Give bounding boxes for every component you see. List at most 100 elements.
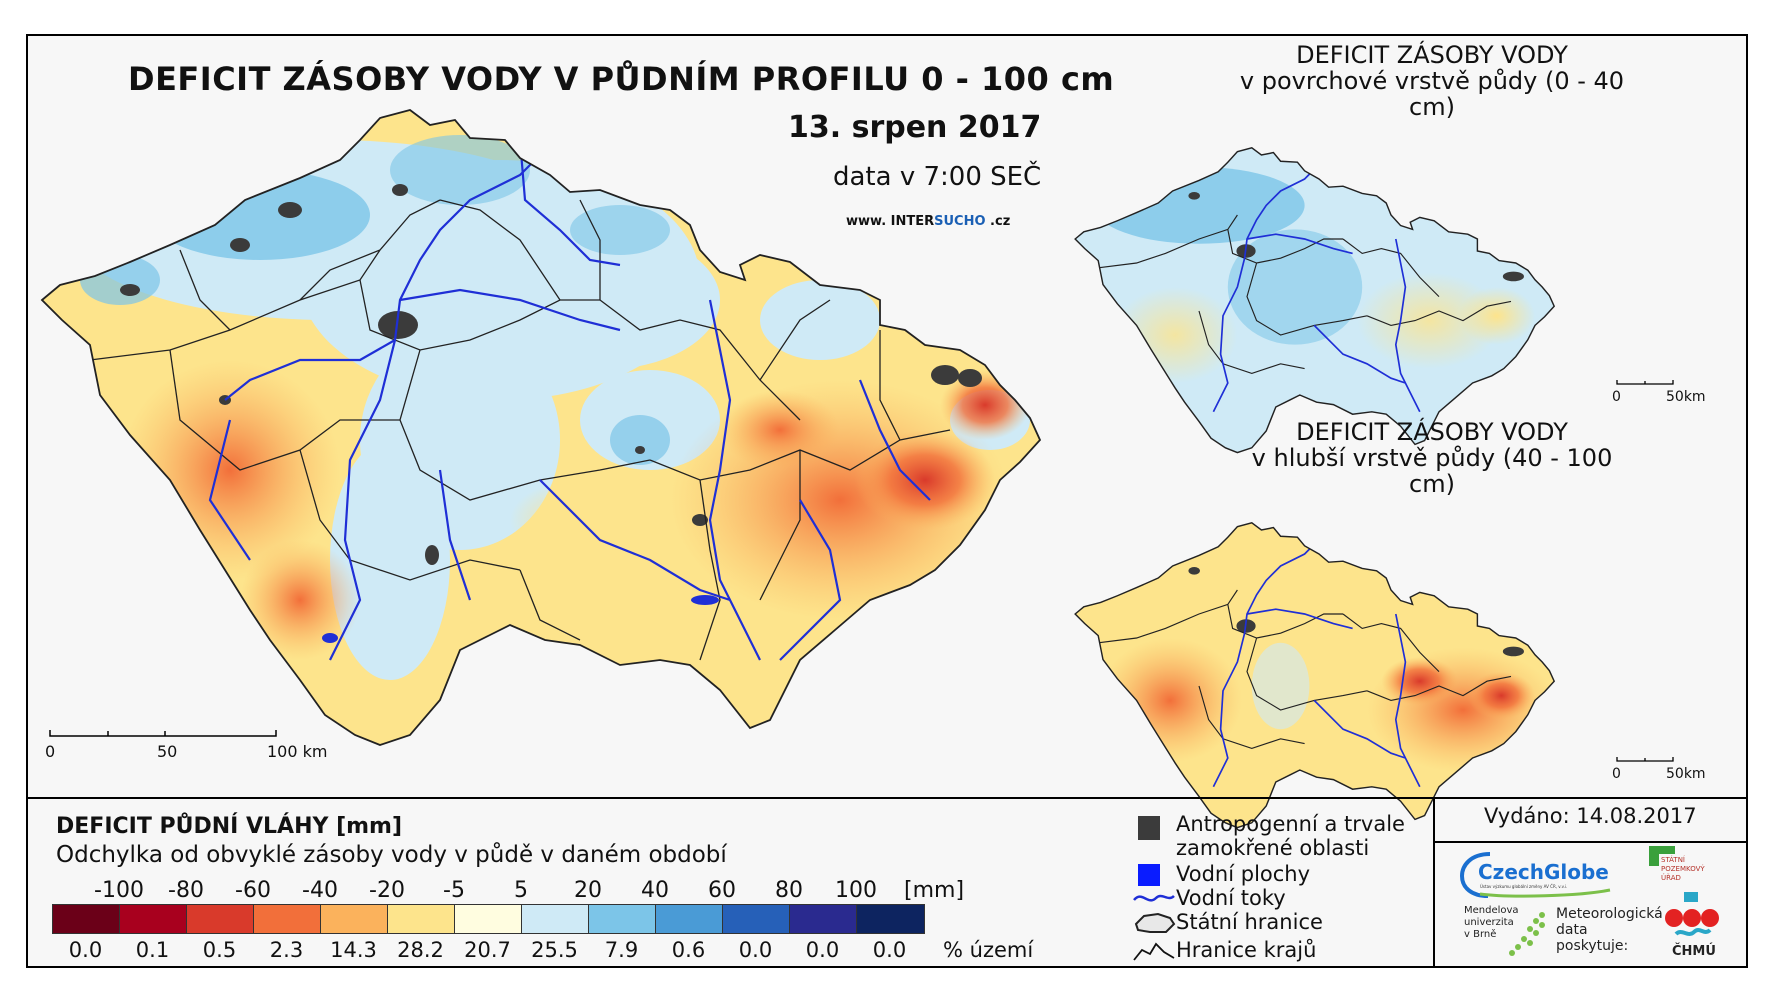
legend-water-areas-label: Vodní plochy (1176, 862, 1311, 886)
legend-rivers-label: Vodní toky (1176, 886, 1286, 910)
scalebar-main-label-0: 0 (45, 742, 56, 761)
inset-top-subtitle: v povrchové vrstvě půdy (0 - 40 cm) (1239, 67, 1625, 121)
chmu-circles-icon (1665, 909, 1719, 936)
legend-tick-label: 20 (574, 878, 602, 903)
legend-percent-label: 2.3 (269, 938, 304, 962)
legend-subtitle: Odchylka od obvyklé zásoby vody v půdě v… (56, 842, 727, 868)
czechglobe-name: CzechGlobe (1478, 860, 1609, 884)
legend-water-areas: Vodní plochy (1132, 862, 1310, 888)
legend-percent-label: 0.1 (135, 938, 170, 962)
scalebar-bottom-label-50: 50km (1666, 766, 1706, 782)
legend-colorbar (52, 904, 925, 934)
legend-rivers: Vodní toky (1132, 886, 1286, 912)
main-title: DEFICIT ZÁSOBY VODY V PŮDNÍM PROFILU 0 -… (128, 60, 1115, 98)
legend-percent-label: 0.0 (872, 938, 907, 962)
legend-state-border-label: Státní hranice (1176, 910, 1323, 934)
spu-line-3: ÚŘAD (1661, 874, 1681, 882)
mendelu-line-2: univerzita (1464, 917, 1514, 928)
legend-tick-label: 40 (641, 878, 669, 903)
legend-swatch (187, 905, 254, 933)
legend-swatch (254, 905, 321, 933)
meteo-line-1: Meteorologická (1556, 906, 1663, 922)
legend-percent-label: 20.7 (464, 938, 511, 962)
spu-line-2: POZEMKOVÝ (1661, 865, 1705, 873)
main-date: 13. srpen 2017 (788, 110, 1042, 145)
legend-title: DEFICIT PŮDNÍ VLÁHY [mm] (56, 814, 403, 839)
inset-top-heading: DEFICIT ZÁSOBY VODY v povrchové vrstvě p… (1232, 42, 1632, 120)
issued-divider (1434, 841, 1748, 843)
website-link[interactable]: www. INTERSUCHO .cz (846, 214, 1010, 229)
inset-bottom-subtitle: v hlubší vrstvě půdy (40 - 100 cm) (1251, 444, 1613, 498)
legend-percentages: 0.0 0.1 0.5 2.3 14.3 28.2 20.7 25.5 7.9 0.6 0.0 0.0… (52, 938, 1052, 964)
legend-tick-label: 5 (514, 878, 528, 903)
legend-swatch (53, 905, 120, 933)
website-prefix: www. INTER (846, 214, 935, 229)
legend-swatch (522, 905, 589, 933)
legend-region-border-label: Hranice krajů (1176, 938, 1317, 962)
meteo-line-2: data (1556, 922, 1588, 938)
legend-percent-label: 25.5 (531, 938, 578, 962)
legend-swatch (388, 905, 455, 933)
legend-divider (26, 797, 1748, 799)
spu-line-1: STÁTNÍ (1661, 856, 1685, 864)
legend-percent-label: 7.9 (604, 938, 639, 962)
scalebar-main-label-50: 50 (157, 742, 178, 761)
main-time: data v 7:00 SEČ (833, 162, 1042, 192)
meteo-line-3: poskytuje: (1556, 938, 1629, 954)
legend-swatch (321, 905, 388, 933)
legend-tick-label: -5 (443, 878, 465, 903)
legend-anthropogenic: Antropogenní a trvale zamokřené oblasti (1132, 812, 1406, 860)
inset-bottom-title: DEFICIT ZÁSOBY VODY (1296, 418, 1568, 446)
mendelu-dots-icon (1509, 912, 1545, 956)
mendelu-line-3: v Brně (1464, 929, 1497, 940)
legend-tick-label: -100 (94, 878, 144, 903)
issued-date: Vydáno: 14.08.2017 (1484, 804, 1697, 828)
scalebar-main-label-100: 100 km (267, 742, 328, 761)
scalebar-main (49, 730, 277, 737)
meteo-data-text: Meteorologická data poskytuje: (1556, 906, 1666, 962)
scalebar-bottom-label-0: 0 (1612, 766, 1621, 782)
website-suffix: .cz (985, 214, 1011, 229)
water-swatch-icon (1132, 862, 1176, 888)
scalebar-inset-bottom (1616, 757, 1674, 762)
legend-swatch (723, 905, 790, 933)
legend-state-border: Státní hranice (1132, 910, 1323, 936)
legend-percent-label: 0.0 (68, 938, 103, 962)
legend-swatch (455, 905, 522, 933)
scalebar-inset-top (1616, 380, 1674, 385)
legend-region-border: Hranice krajů (1132, 938, 1316, 964)
legend-swatch (857, 905, 924, 933)
legend-swatch (120, 905, 187, 933)
legend-tick-label: 100 (835, 878, 877, 903)
scalebar-top-label-0: 0 (1612, 389, 1621, 405)
spu-logo: STÁTNÍ POZEMKOVÝ ÚŘAD (1643, 846, 1723, 896)
legend-tick-label: -20 (369, 878, 405, 903)
legend-percent-label: 0.5 (202, 938, 237, 962)
legend-unit-mm: [mm] (904, 878, 965, 903)
region-border-icon (1132, 938, 1176, 964)
legend-percent-label: 14.3 (330, 938, 377, 962)
legend-percent-label: 28.2 (397, 938, 444, 962)
anthropogenic-swatch-icon (1132, 812, 1176, 840)
legend-tick-label: 80 (775, 878, 803, 903)
legend-vertical-divider (1433, 797, 1435, 968)
state-border-icon (1132, 910, 1176, 936)
legend-swatch (589, 905, 656, 933)
inset-bottom-heading: DEFICIT ZÁSOBY VODY v hlubší vrstvě půdy… (1232, 419, 1632, 497)
website-accent: SUCHO (934, 214, 986, 229)
river-line-icon (1132, 886, 1176, 912)
mendelu-logo: Mendelova univerzita v Brně (1464, 905, 1554, 961)
chmu-logo: ČHMÚ (1662, 892, 1722, 962)
legend-tick-label: -40 (302, 878, 338, 903)
legend-unit-percent: % území (943, 938, 1034, 962)
scalebar-top-label-50: 50km (1666, 389, 1706, 405)
czechglobe-logo: CzechGlobe Ústav výzkumu globální změny … (1460, 850, 1620, 900)
czechglobe-subtitle: Ústav výzkumu globální změny AV ČR, v.v.… (1480, 884, 1568, 889)
chmu-name: ČHMÚ (1672, 944, 1716, 959)
legend-tick-label: -60 (235, 878, 271, 903)
mendelu-line-1: Mendelova (1464, 905, 1519, 916)
legend-swatch (656, 905, 723, 933)
legend-tick-label: -80 (168, 878, 204, 903)
legend-tick-label: 60 (708, 878, 736, 903)
